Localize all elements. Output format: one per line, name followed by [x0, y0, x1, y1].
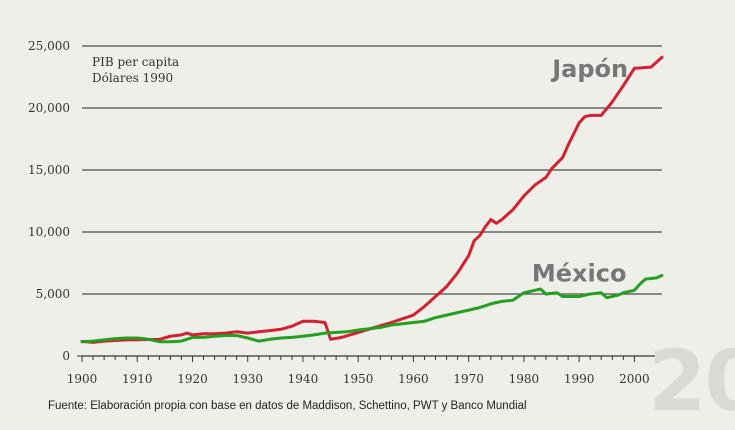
y-tick-label: 15,000 [28, 163, 70, 177]
x-tick-label: 1970 [453, 372, 484, 386]
y-tick-label: 0 [62, 349, 70, 363]
x-tick-label: 1910 [122, 372, 153, 386]
series-line-méxico [80, 273, 664, 344]
chart-note: PIB per capita Dólares 1990 [92, 55, 179, 85]
x-tick-label: 1990 [564, 372, 595, 386]
y-axis-ticks: 0 5,000 10,000 15,000 20,000 25,000 [28, 39, 70, 363]
x-tick-label: 1930 [232, 372, 263, 386]
x-tick-label: 1960 [398, 372, 429, 386]
series-line-japón [80, 55, 664, 344]
page-number-watermark: 20 [648, 332, 735, 430]
y-tick-label: 5,000 [36, 287, 70, 301]
series-label: Japón [550, 55, 628, 83]
source-note: Fuente: Elaboración propia con base en d… [48, 400, 527, 412]
y-tick-label: 25,000 [28, 39, 70, 53]
x-tick-label: 1980 [509, 372, 540, 386]
x-tick-label: 1920 [177, 372, 208, 386]
x-axis-ticks: 1900 1910 1920 1930 1940 1950 1960 1970 1980 1990… [67, 356, 650, 386]
y-tick-label: 20,000 [28, 101, 70, 115]
x-tick-label: 1950 [343, 372, 374, 386]
series-label: México [532, 260, 627, 288]
grid-lines [82, 45, 662, 295]
series-lines [80, 55, 664, 344]
series-labels: Japón México [532, 55, 628, 288]
chart-note-line: PIB per capita [92, 55, 179, 69]
x-tick-label: 1940 [288, 372, 319, 386]
x-tick-label: 2000 [619, 372, 650, 386]
chart-note-line: Dólares 1990 [92, 71, 173, 85]
y-tick-label: 10,000 [28, 225, 70, 239]
x-tick-label: 1900 [67, 372, 98, 386]
